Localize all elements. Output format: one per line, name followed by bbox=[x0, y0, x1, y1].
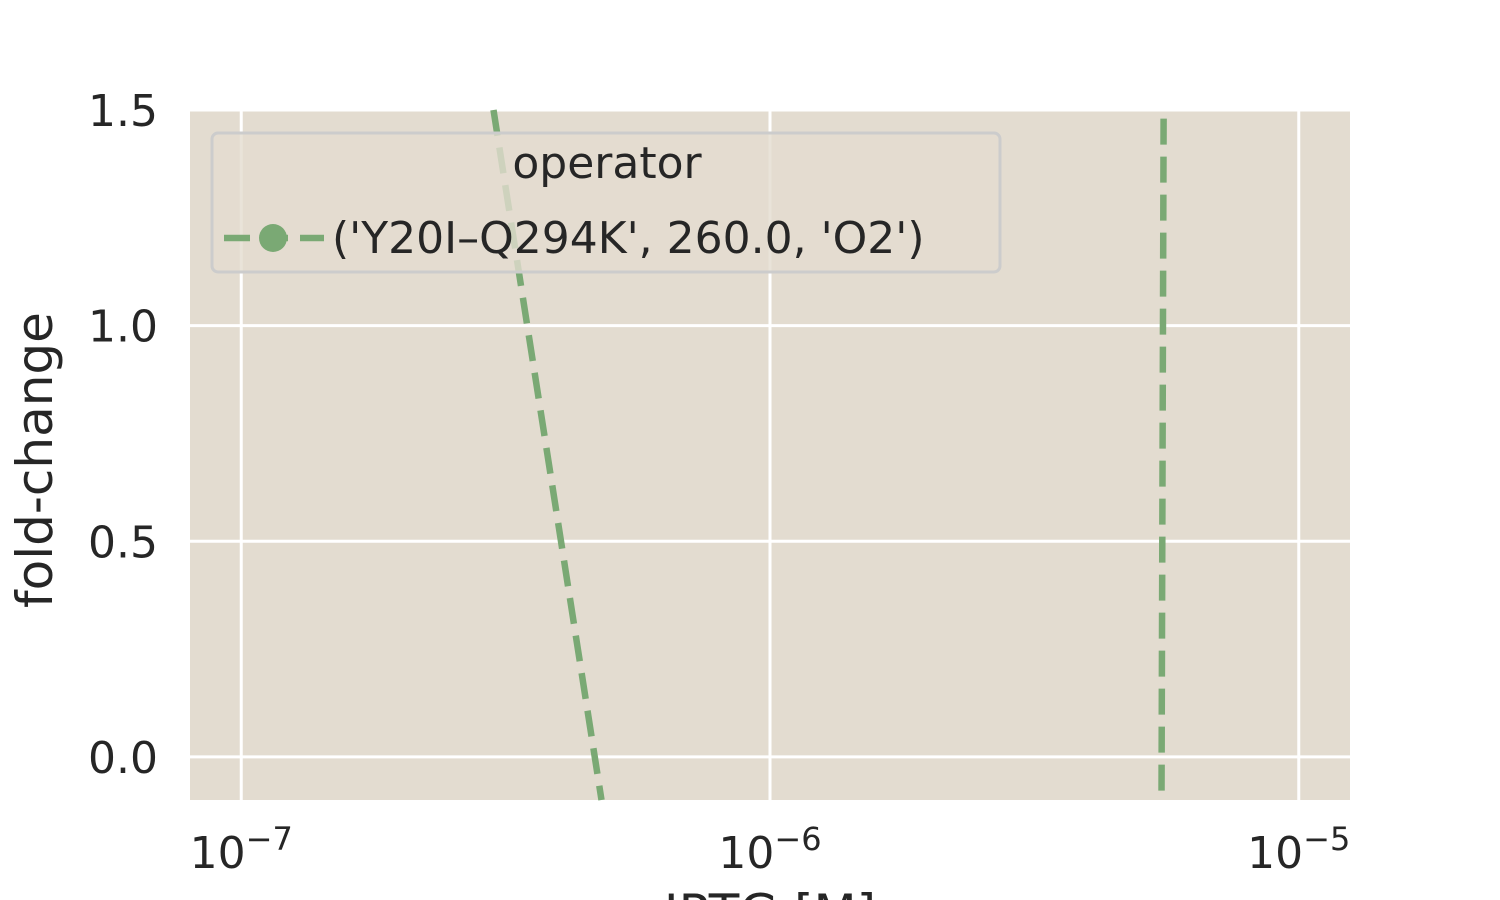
y-axis-ticks: 0.0 0.5 1.0 1.5 bbox=[88, 86, 158, 784]
y-tick-label-3: 1.5 bbox=[88, 86, 158, 137]
legend-entry: ('Y20I–Q294K', 260.0, 'O2') bbox=[332, 213, 925, 264]
x-tick-label-1: 10−6 bbox=[718, 820, 821, 879]
y-tick-label-0: 0.0 bbox=[88, 733, 158, 784]
y-tick-label-2: 1.0 bbox=[88, 302, 158, 353]
legend-title: operator bbox=[512, 138, 702, 189]
y-tick-label-1: 0.5 bbox=[88, 517, 158, 568]
x-tick-label-0: 10−7 bbox=[190, 820, 293, 879]
x-axis-label: IPTG [M] bbox=[664, 884, 876, 900]
y-axis-label: fold-change bbox=[6, 312, 64, 608]
x-tick-label-2: 10−5 bbox=[1247, 820, 1350, 879]
legend-swatch-marker bbox=[259, 224, 287, 252]
x-axis-ticks: 10−7 10−6 10−5 bbox=[190, 820, 1351, 879]
legend[interactable]: operator ('Y20I–Q294K', 260.0, 'O2') bbox=[210, 131, 1002, 274]
legend-frame bbox=[210, 131, 1002, 274]
